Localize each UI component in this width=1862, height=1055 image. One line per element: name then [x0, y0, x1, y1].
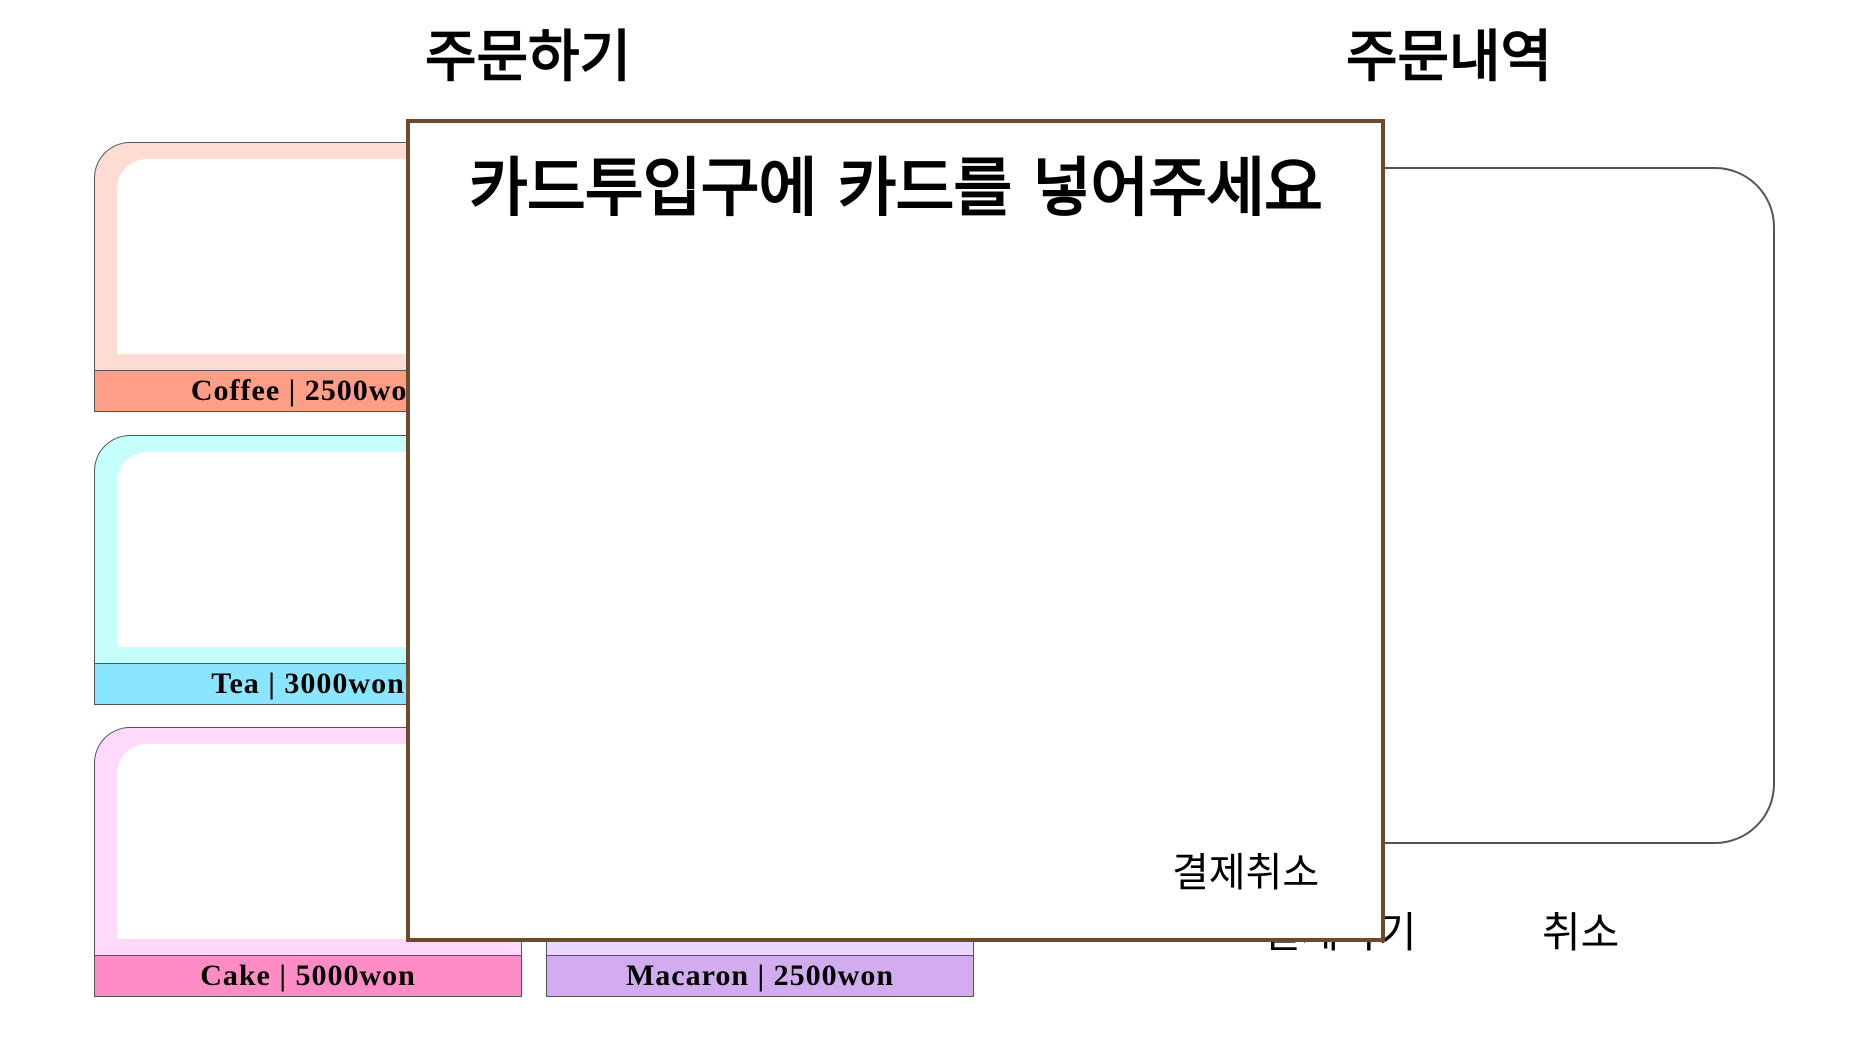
menu-label-cake: Cake | 5000won [94, 955, 522, 997]
card-payment-modal: 카드투입구에 카드를 넣어주세요 결제취소 [406, 119, 1385, 942]
cancel-payment-button[interactable]: 결제취소 [1172, 850, 1320, 896]
order-heading: 주문하기 [425, 25, 632, 90]
order-history-heading: 주문내역 [1346, 25, 1553, 90]
order-history-panel [1330, 167, 1775, 844]
menu-label-macaron: Macaron | 2500won [546, 955, 974, 997]
cancel-order-button[interactable]: 취소 [1542, 908, 1620, 957]
modal-title: 카드투입구에 카드를 넣어주세요 [469, 152, 1323, 226]
